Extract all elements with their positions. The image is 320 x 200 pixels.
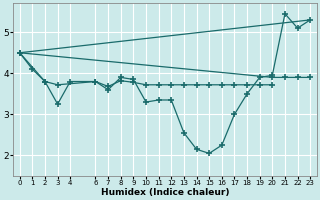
X-axis label: Humidex (Indice chaleur): Humidex (Indice chaleur) — [101, 188, 229, 197]
